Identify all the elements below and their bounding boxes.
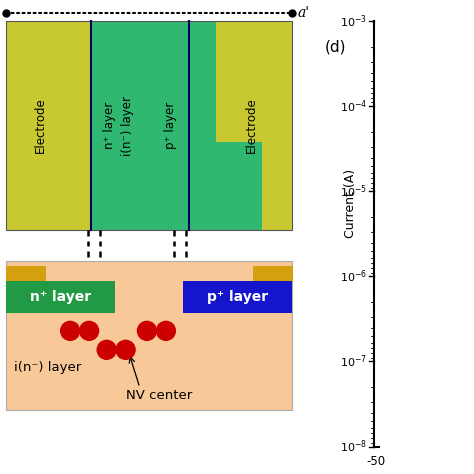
Bar [253,266,293,282]
Bar [6,266,46,282]
Circle shape [80,321,99,340]
Circle shape [61,321,80,340]
Circle shape [97,340,116,359]
Text: $10^{-6}$: $10^{-6}$ [340,268,367,285]
Text: Electrode: Electrode [34,98,47,154]
Text: p⁺ layer: p⁺ layer [208,290,268,304]
Text: $10^{-4}$: $10^{-4}$ [340,98,367,115]
Bar [6,21,292,230]
Circle shape [116,340,135,359]
Text: $10^{-7}$: $10^{-7}$ [340,353,367,370]
Text: n⁺ layer: n⁺ layer [102,102,116,149]
Text: a': a' [298,6,310,20]
Bar [91,21,216,230]
Text: i(n⁻) layer: i(n⁻) layer [120,96,134,155]
Text: (d): (d) [325,40,346,55]
Text: Electrode: Electrode [245,98,258,154]
Circle shape [156,321,175,340]
Circle shape [137,321,156,340]
Text: i(n⁻) layer: i(n⁻) layer [14,361,82,374]
Text: n⁺ layer: n⁺ layer [30,290,91,304]
Text: -50: -50 [366,455,385,468]
Text: $10^{-5}$: $10^{-5}$ [340,183,367,200]
Text: $10^{-8}$: $10^{-8}$ [340,438,367,455]
Bar [216,142,262,230]
Bar [216,21,292,230]
Bar [6,21,91,230]
Text: Current (A): Current (A) [344,169,357,238]
Text: NV center: NV center [126,389,192,402]
Text: p⁺ layer: p⁺ layer [164,102,177,149]
Bar [183,281,292,313]
Bar [6,281,115,313]
Bar [6,261,292,410]
Text: $10^{-3}$: $10^{-3}$ [340,13,367,30]
